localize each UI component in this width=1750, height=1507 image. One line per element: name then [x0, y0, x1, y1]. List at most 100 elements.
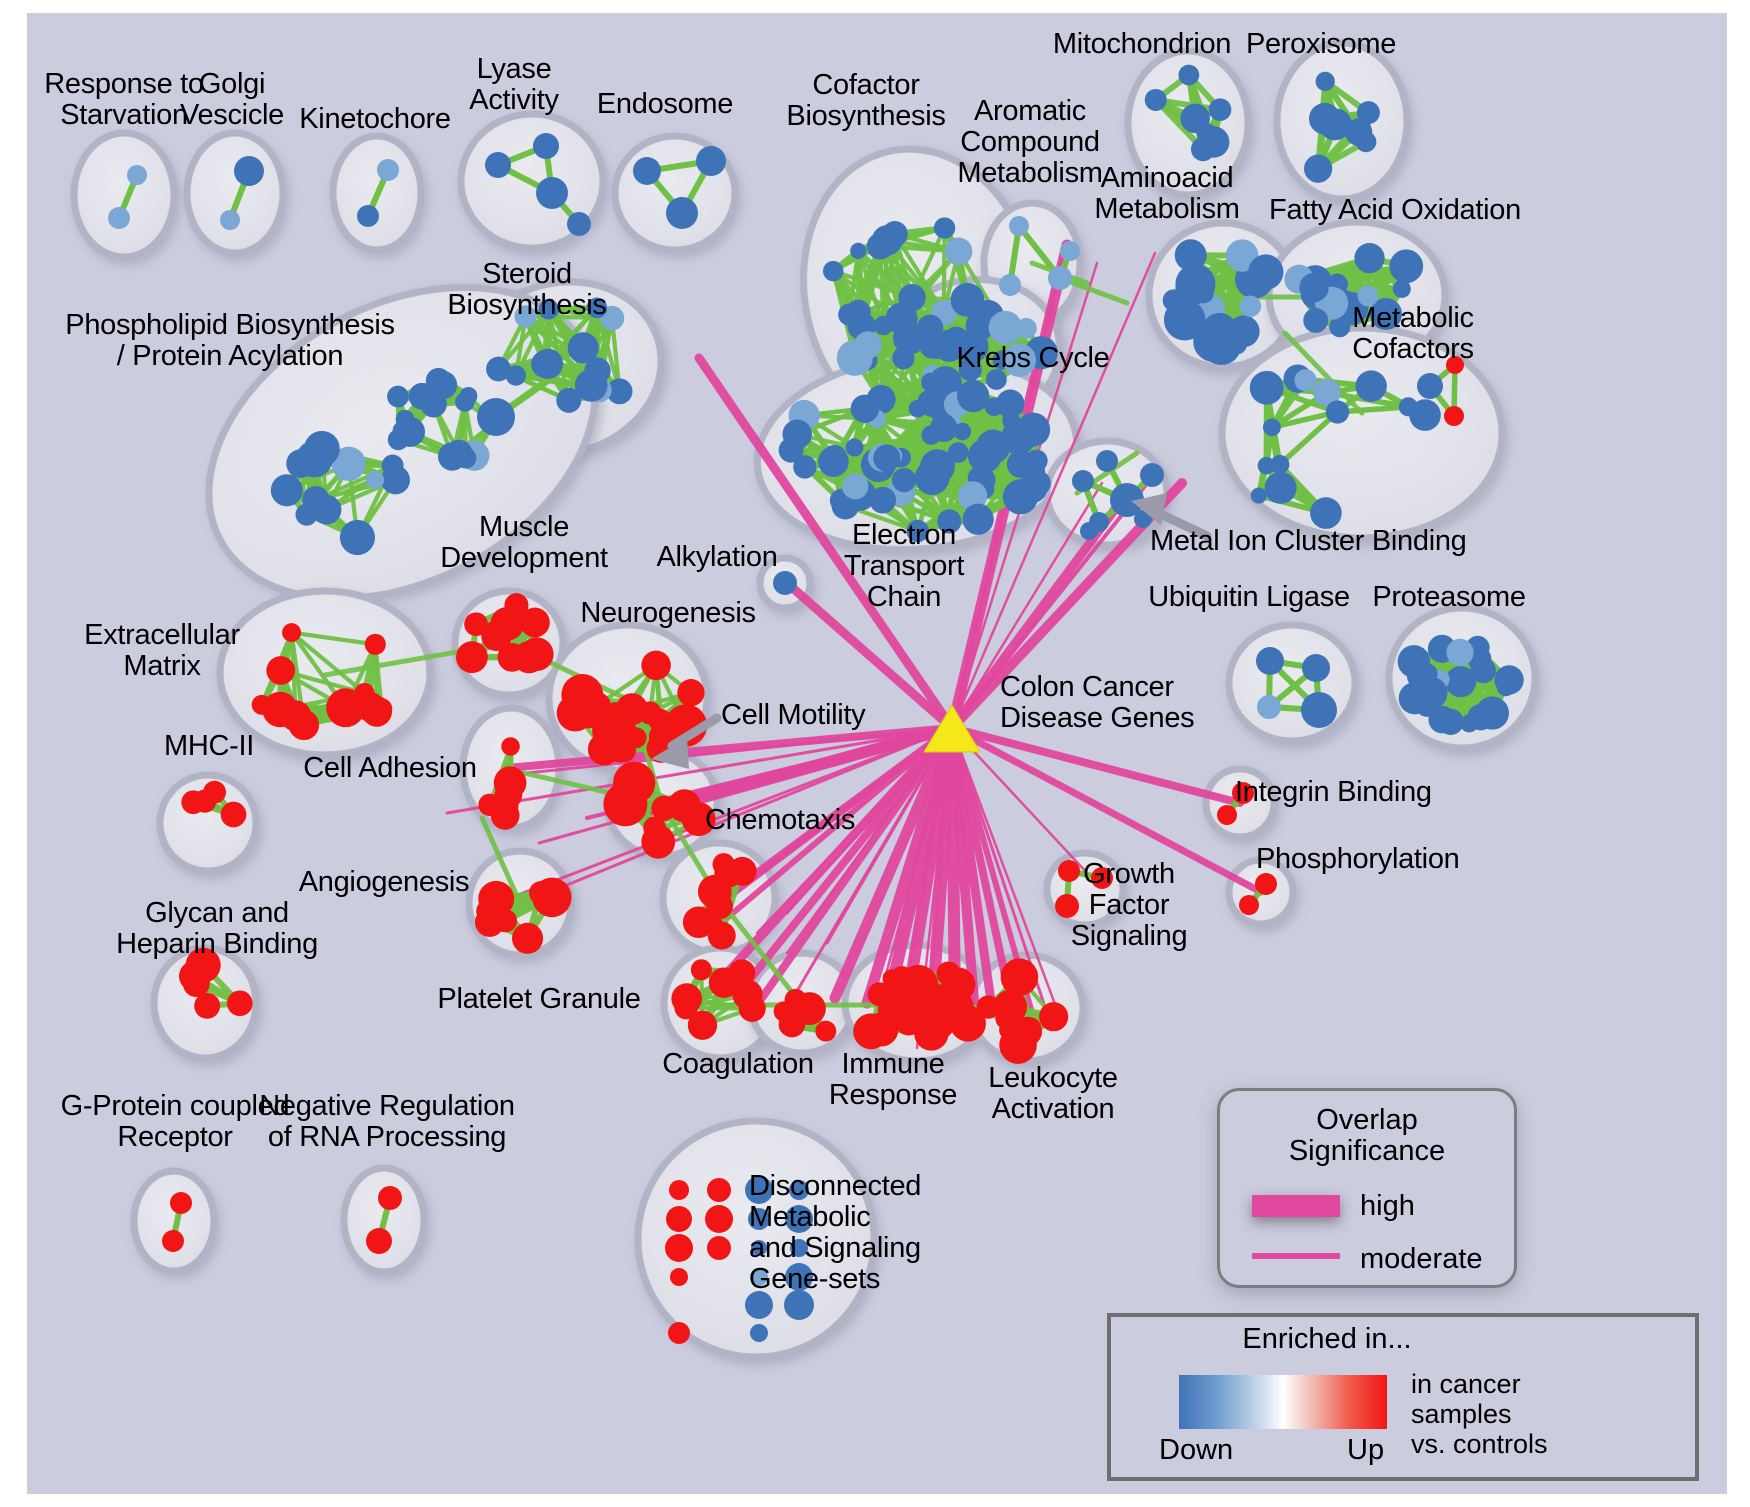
gene-set-node[interactable]: [170, 1192, 192, 1214]
gene-set-node[interactable]: [1208, 98, 1232, 121]
gene-set-node[interactable]: [1140, 463, 1164, 487]
gene-set-node[interactable]: [1178, 64, 1200, 86]
gene-set-node[interactable]: [408, 382, 436, 410]
gene-set-node[interactable]: [707, 1178, 731, 1202]
gene-set-node[interactable]: [687, 1010, 718, 1040]
gene-set-node[interactable]: [1446, 356, 1464, 374]
gene-set-node[interactable]: [529, 881, 553, 905]
gene-set-node[interactable]: [666, 197, 698, 229]
gene-set-node[interactable]: [1355, 370, 1387, 402]
gene-set-node[interactable]: [1017, 473, 1048, 504]
gene-set-node[interactable]: [784, 1290, 814, 1320]
gene-set-node[interactable]: [478, 793, 501, 817]
gene-set-node[interactable]: [1356, 101, 1380, 125]
gene-set-node[interactable]: [1389, 249, 1424, 284]
gene-set-node[interactable]: [477, 398, 515, 436]
gene-set-node[interactable]: [504, 593, 529, 618]
gene-set-node[interactable]: [464, 612, 489, 637]
gene-set-node[interactable]: [1257, 456, 1276, 475]
gene-set-node[interactable]: [1392, 279, 1411, 298]
gene-set-node[interactable]: [985, 369, 1007, 390]
gene-set-node[interactable]: [606, 378, 633, 405]
gene-set-node[interactable]: [1232, 782, 1254, 804]
gene-set-node[interactable]: [643, 816, 666, 840]
gene-set-node[interactable]: [585, 692, 611, 718]
gene-set-node[interactable]: [696, 146, 726, 176]
gene-set-node[interactable]: [690, 959, 712, 981]
gene-set-node[interactable]: [357, 205, 379, 227]
gene-set-node[interactable]: [1002, 411, 1021, 430]
gene-set-node[interactable]: [854, 331, 882, 359]
gene-set-node[interactable]: [1417, 373, 1443, 399]
gene-set-node[interactable]: [295, 440, 333, 478]
gene-set-node[interactable]: [1110, 483, 1144, 517]
gene-set-node[interactable]: [838, 303, 861, 326]
gene-set-node[interactable]: [1444, 406, 1464, 426]
gene-set-node[interactable]: [921, 372, 941, 392]
gene-set-node[interactable]: [1270, 454, 1290, 474]
gene-set-node[interactable]: [995, 1008, 1017, 1030]
gene-set-node[interactable]: [1248, 254, 1284, 290]
gene-set-node[interactable]: [874, 983, 903, 1012]
gene-set-node[interactable]: [1144, 88, 1167, 111]
gene-set-node[interactable]: [1239, 295, 1262, 317]
gene-set-node[interactable]: [1397, 645, 1431, 678]
gene-set-node[interactable]: [364, 633, 386, 655]
gene-set-node[interactable]: [1239, 895, 1259, 915]
gene-set-node[interactable]: [567, 332, 599, 364]
gene-set-node[interactable]: [1428, 705, 1456, 734]
gene-set-node[interactable]: [853, 1013, 890, 1050]
gene-set-node[interactable]: [850, 242, 867, 259]
gene-set-node[interactable]: [915, 982, 950, 1017]
gene-set-node[interactable]: [1072, 470, 1094, 492]
gene-set-node[interactable]: [651, 795, 677, 821]
gene-set-node[interactable]: [234, 156, 264, 186]
gene-set-node[interactable]: [671, 983, 703, 1014]
gene-set-node[interactable]: [613, 761, 656, 805]
gene-set-node[interactable]: [538, 299, 559, 320]
gene-set-node[interactable]: [1460, 714, 1479, 733]
gene-set-node[interactable]: [1175, 264, 1216, 305]
gene-set-node[interactable]: [574, 369, 608, 402]
gene-set-node[interactable]: [916, 314, 944, 342]
gene-set-node[interactable]: [1163, 298, 1206, 341]
gene-set-node[interactable]: [995, 389, 1025, 419]
gene-set-node[interactable]: [1091, 867, 1113, 889]
gene-set-node[interactable]: [366, 1228, 392, 1254]
gene-set-node[interactable]: [1255, 873, 1277, 895]
gene-set-node[interactable]: [1262, 418, 1281, 437]
gene-set-node[interactable]: [842, 473, 869, 500]
gene-set-node[interactable]: [381, 465, 410, 495]
gene-set-node[interactable]: [976, 429, 1011, 464]
gene-set-node[interactable]: [751, 1240, 767, 1256]
gene-set-node[interactable]: [1006, 450, 1035, 478]
gene-set-node[interactable]: [1304, 154, 1333, 183]
gene-set-node[interactable]: [898, 283, 926, 312]
gene-set-node[interactable]: [505, 365, 527, 386]
gene-set-node[interactable]: [1446, 638, 1474, 666]
gene-set-node[interactable]: [220, 210, 240, 230]
gene-set-node[interactable]: [493, 766, 527, 800]
gene-set-node[interactable]: [1303, 308, 1329, 333]
gene-set-node[interactable]: [1313, 378, 1341, 407]
gene-set-node[interactable]: [1000, 958, 1039, 996]
gene-set-node[interactable]: [1201, 325, 1242, 366]
gene-set-node[interactable]: [665, 1234, 693, 1262]
hub-node-colon-cancer-disease-genes[interactable]: [923, 704, 981, 753]
gene-set-node[interactable]: [1302, 654, 1330, 682]
gene-set-node[interactable]: [1445, 666, 1477, 698]
gene-set-node[interactable]: [1310, 497, 1342, 529]
gene-set-node[interactable]: [615, 693, 648, 726]
gene-set-node[interactable]: [1329, 316, 1351, 338]
gene-set-node[interactable]: [668, 1322, 690, 1344]
gene-set-node[interactable]: [1002, 343, 1037, 377]
gene-set-node[interactable]: [785, 1263, 813, 1291]
gene-set-node[interactable]: [1012, 1016, 1043, 1047]
gene-set-node[interactable]: [392, 421, 410, 439]
gene-set-node[interactable]: [633, 157, 661, 185]
gene-set-node[interactable]: [1250, 487, 1267, 504]
gene-set-node[interactable]: [988, 310, 1023, 345]
gene-set-node[interactable]: [891, 467, 917, 493]
gene-set-node[interactable]: [512, 922, 544, 954]
gene-set-node[interactable]: [567, 212, 591, 236]
